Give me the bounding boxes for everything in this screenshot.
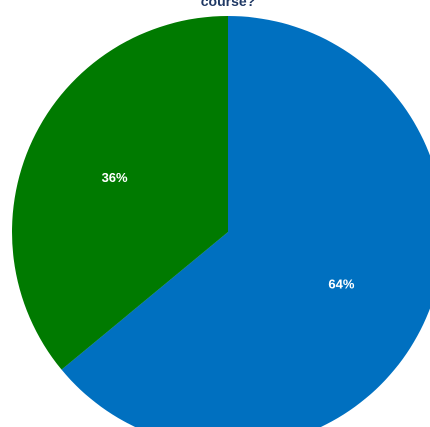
pie-slice-labels: 64% 36% (102, 170, 355, 292)
pie-slice-1 (61, 16, 430, 427)
pie-slice-label-2: 36% (102, 170, 128, 185)
pie-slices (12, 16, 430, 427)
pie-slice-2 (12, 16, 229, 370)
pie-slice-label-1: 64% (328, 277, 354, 292)
chart-title: course? (200, 0, 256, 9)
